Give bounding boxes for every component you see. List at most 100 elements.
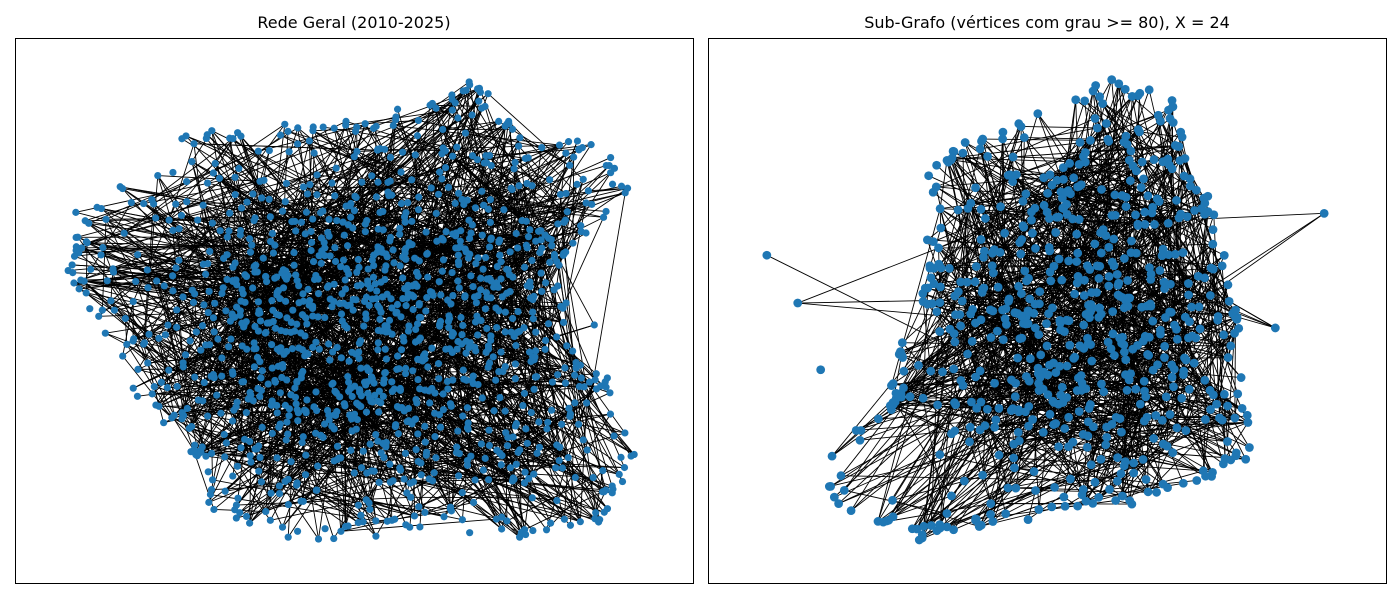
edge — [563, 253, 605, 492]
node — [157, 378, 165, 386]
node — [233, 462, 241, 470]
node — [472, 259, 480, 268]
node — [285, 412, 293, 420]
node — [223, 275, 231, 284]
node — [345, 378, 353, 386]
node — [163, 384, 171, 392]
node — [204, 412, 212, 420]
node — [249, 284, 257, 292]
node — [384, 178, 392, 186]
node — [268, 340, 276, 349]
edge — [168, 143, 195, 221]
node — [119, 352, 127, 360]
node — [522, 241, 530, 249]
node — [409, 305, 417, 314]
node — [230, 406, 238, 414]
node — [265, 147, 273, 155]
node — [428, 99, 436, 108]
node — [446, 503, 455, 511]
node — [542, 279, 550, 287]
node — [355, 263, 363, 271]
node — [408, 176, 416, 184]
node — [530, 470, 538, 478]
edge — [122, 355, 173, 419]
node — [401, 449, 410, 457]
node — [603, 374, 611, 382]
node — [205, 498, 213, 506]
node — [584, 187, 592, 195]
node — [445, 323, 453, 332]
node — [82, 289, 90, 297]
node — [515, 142, 523, 150]
edge — [175, 120, 347, 205]
node — [529, 308, 537, 316]
node — [469, 283, 477, 291]
node — [307, 246, 315, 255]
node — [302, 314, 310, 322]
node — [606, 389, 614, 397]
node — [218, 289, 226, 298]
node — [435, 375, 443, 383]
node — [485, 441, 493, 450]
node — [309, 343, 317, 351]
node — [337, 310, 346, 318]
node — [479, 466, 487, 474]
edge — [403, 187, 628, 342]
node — [397, 346, 406, 354]
node — [291, 393, 300, 401]
node — [406, 479, 414, 487]
edge — [279, 411, 367, 487]
node — [229, 134, 237, 143]
node — [535, 443, 544, 451]
edge — [96, 206, 346, 281]
node — [297, 497, 305, 505]
node — [486, 218, 494, 227]
node — [314, 289, 323, 298]
node — [339, 299, 348, 307]
node — [481, 305, 490, 313]
node — [431, 433, 439, 441]
node — [582, 199, 590, 207]
node — [86, 305, 94, 313]
node — [378, 293, 387, 301]
node — [523, 282, 531, 290]
node — [375, 478, 383, 486]
node — [421, 508, 429, 517]
left-network-graph — [64, 78, 638, 543]
edge — [122, 188, 391, 238]
node — [473, 156, 482, 164]
edge — [83, 280, 195, 378]
node — [370, 467, 378, 475]
node — [360, 378, 369, 386]
node — [415, 356, 423, 364]
node — [215, 174, 224, 182]
node — [466, 529, 474, 537]
node — [313, 191, 321, 199]
node — [298, 438, 306, 447]
node — [399, 274, 407, 282]
node — [290, 261, 298, 269]
node — [461, 129, 470, 137]
edge — [579, 402, 588, 522]
node — [477, 286, 485, 294]
node — [602, 383, 610, 391]
edge — [327, 90, 467, 411]
node — [496, 393, 504, 402]
node — [300, 406, 309, 414]
edge — [208, 182, 379, 503]
node — [608, 180, 617, 188]
node — [448, 332, 456, 340]
node — [615, 470, 623, 478]
node — [452, 232, 460, 240]
node — [459, 366, 467, 374]
node — [356, 337, 365, 345]
node — [512, 229, 520, 238]
node — [469, 379, 477, 388]
node — [265, 319, 274, 327]
node — [458, 489, 466, 497]
edge — [226, 165, 607, 280]
node — [453, 345, 461, 353]
node — [77, 276, 85, 284]
node — [227, 335, 235, 343]
node — [276, 347, 284, 355]
